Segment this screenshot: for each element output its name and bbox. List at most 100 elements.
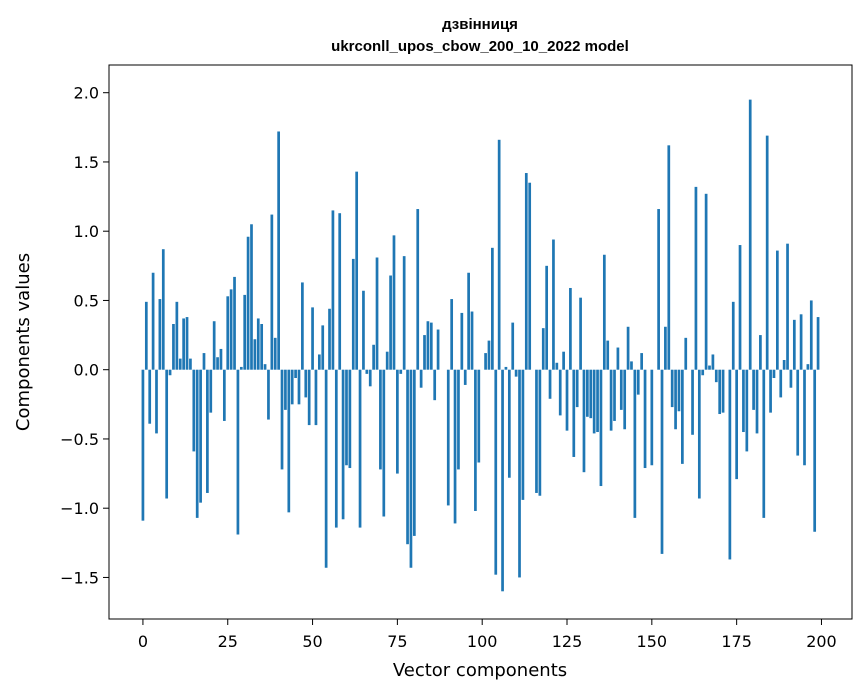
bar (457, 369, 460, 470)
bar (222, 369, 226, 421)
bar (759, 335, 762, 370)
bar (776, 250, 779, 370)
bar (731, 301, 735, 370)
bar (311, 307, 314, 370)
bar (396, 369, 399, 474)
bar (195, 369, 199, 518)
bar (769, 369, 772, 413)
y-axis-ticks: −1.5 −1.0 −0.5 0.0 0.5 1.0 1.5 2.0 (60, 84, 109, 587)
bar (328, 308, 331, 370)
bar (426, 321, 430, 370)
bar (389, 275, 392, 370)
bar (294, 369, 297, 379)
bar (799, 314, 803, 370)
bar (348, 369, 352, 469)
bar (433, 369, 437, 401)
bar (362, 290, 365, 370)
bar (755, 369, 759, 434)
bar (307, 369, 311, 426)
bar (667, 145, 671, 370)
x-tick-label: 125 (552, 632, 583, 651)
bar (504, 366, 508, 370)
bar (809, 300, 813, 370)
bar (589, 369, 593, 419)
bar (409, 369, 413, 568)
bar (586, 369, 589, 417)
bar (718, 369, 722, 415)
bar (558, 369, 562, 416)
bar (535, 369, 538, 493)
bar (619, 369, 623, 410)
bar (182, 318, 185, 370)
bar (141, 369, 145, 521)
bar (779, 369, 783, 398)
bar (528, 182, 532, 370)
bar (419, 369, 423, 388)
bar (670, 369, 674, 408)
y-tick-label: 0.0 (74, 361, 99, 380)
bar (782, 360, 786, 370)
bar (185, 317, 189, 370)
bar (168, 369, 172, 376)
bar (277, 131, 280, 370)
x-tick-label: 0 (138, 632, 148, 651)
bar (216, 357, 219, 370)
bar (491, 247, 494, 370)
bar (792, 319, 796, 370)
bar (338, 213, 342, 370)
y-tick-label: 1.0 (74, 222, 99, 241)
bar (494, 369, 498, 575)
bar (497, 139, 501, 370)
bar (297, 369, 301, 405)
bar (144, 301, 148, 370)
bar (803, 369, 806, 466)
bar (477, 369, 481, 463)
bar (406, 369, 409, 545)
bar (674, 369, 677, 430)
bar (446, 369, 450, 506)
bar (579, 297, 582, 370)
bar (392, 235, 396, 370)
y-tick-label: −1.5 (60, 568, 99, 587)
bar (484, 353, 487, 370)
bar (301, 282, 304, 370)
bar (745, 369, 749, 452)
bar (735, 369, 738, 480)
bar (226, 296, 230, 370)
bar (161, 249, 165, 370)
bar (212, 321, 216, 370)
bar (572, 369, 576, 457)
bar (199, 369, 202, 503)
x-tick-label: 175 (721, 632, 752, 651)
bar (616, 347, 620, 370)
bar (260, 324, 264, 370)
bar (368, 369, 372, 387)
bar (317, 354, 321, 370)
bar (596, 369, 599, 433)
y-tick-label: 2.0 (74, 84, 99, 103)
bar (345, 369, 348, 466)
bar (334, 369, 338, 528)
bar (304, 369, 308, 398)
bar (691, 369, 694, 435)
bar (789, 369, 793, 388)
bar (155, 369, 158, 434)
bar (385, 351, 389, 370)
bar (314, 369, 318, 426)
bar (165, 369, 169, 499)
bar (721, 369, 725, 413)
bar (416, 209, 420, 370)
bar (569, 287, 572, 370)
bar (714, 369, 718, 383)
bar (429, 322, 433, 370)
bar (524, 173, 528, 370)
bar (402, 256, 406, 370)
bar (189, 358, 192, 370)
x-axis-ticks: 0 25 50 75 100 125 150 175 200 (138, 619, 837, 651)
bar (470, 311, 474, 370)
x-tick-label: 25 (218, 632, 238, 651)
bar (463, 369, 467, 385)
bar (229, 289, 233, 370)
y-tick-label: −0.5 (60, 430, 99, 449)
